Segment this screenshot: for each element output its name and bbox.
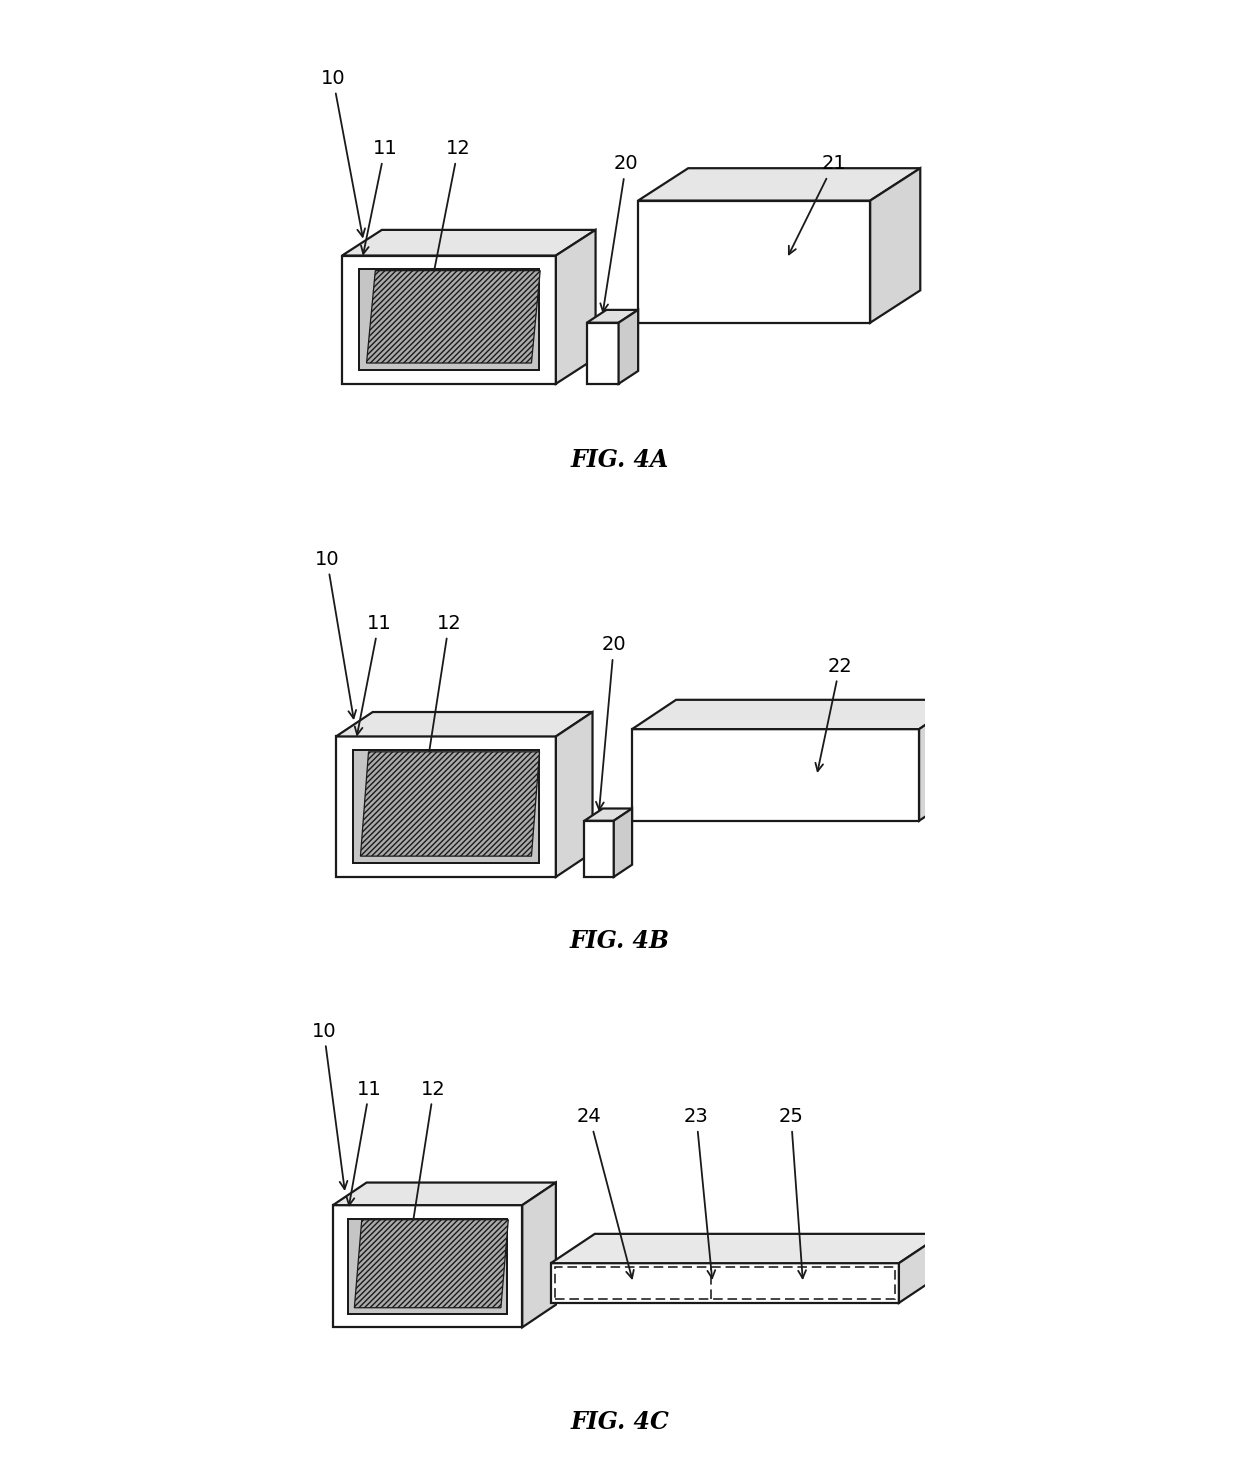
Text: 10: 10 — [315, 550, 356, 719]
Text: 12: 12 — [420, 614, 461, 788]
Text: 10: 10 — [321, 70, 365, 237]
Text: 11: 11 — [355, 614, 391, 735]
Text: 23: 23 — [684, 1108, 715, 1278]
Polygon shape — [632, 729, 919, 821]
Polygon shape — [870, 169, 920, 322]
Polygon shape — [551, 1263, 899, 1303]
Polygon shape — [899, 1233, 942, 1303]
Text: 21: 21 — [789, 154, 846, 254]
Text: 25: 25 — [779, 1108, 806, 1278]
Polygon shape — [639, 201, 870, 322]
Polygon shape — [348, 1219, 507, 1313]
Polygon shape — [587, 322, 619, 383]
Polygon shape — [336, 711, 593, 737]
Text: FIG. 4C: FIG. 4C — [570, 1409, 670, 1435]
Polygon shape — [632, 700, 963, 729]
Polygon shape — [355, 1220, 508, 1307]
Polygon shape — [336, 737, 556, 877]
Text: 20: 20 — [596, 636, 626, 810]
Polygon shape — [367, 271, 541, 362]
Polygon shape — [584, 809, 632, 821]
Text: FIG. 4B: FIG. 4B — [570, 929, 670, 954]
Polygon shape — [587, 311, 639, 322]
Polygon shape — [334, 1183, 556, 1205]
Text: FIG. 4A: FIG. 4A — [570, 448, 670, 472]
Polygon shape — [551, 1233, 942, 1263]
Polygon shape — [353, 750, 538, 864]
Polygon shape — [556, 229, 595, 383]
Polygon shape — [639, 169, 920, 201]
Text: 12: 12 — [405, 1080, 446, 1250]
Polygon shape — [361, 751, 539, 856]
Text: 11: 11 — [347, 1080, 382, 1205]
Polygon shape — [342, 229, 595, 256]
Polygon shape — [556, 711, 593, 877]
Polygon shape — [334, 1205, 522, 1327]
Text: 22: 22 — [816, 657, 852, 771]
Polygon shape — [619, 311, 639, 383]
Text: 20: 20 — [600, 154, 639, 312]
Polygon shape — [360, 269, 538, 370]
Polygon shape — [919, 700, 963, 821]
Polygon shape — [342, 256, 556, 383]
Polygon shape — [522, 1183, 556, 1327]
Polygon shape — [614, 809, 632, 877]
Text: 11: 11 — [361, 139, 397, 254]
Text: 10: 10 — [311, 1022, 347, 1189]
Polygon shape — [584, 821, 614, 877]
Text: 24: 24 — [577, 1108, 634, 1278]
Text: 12: 12 — [425, 139, 470, 303]
